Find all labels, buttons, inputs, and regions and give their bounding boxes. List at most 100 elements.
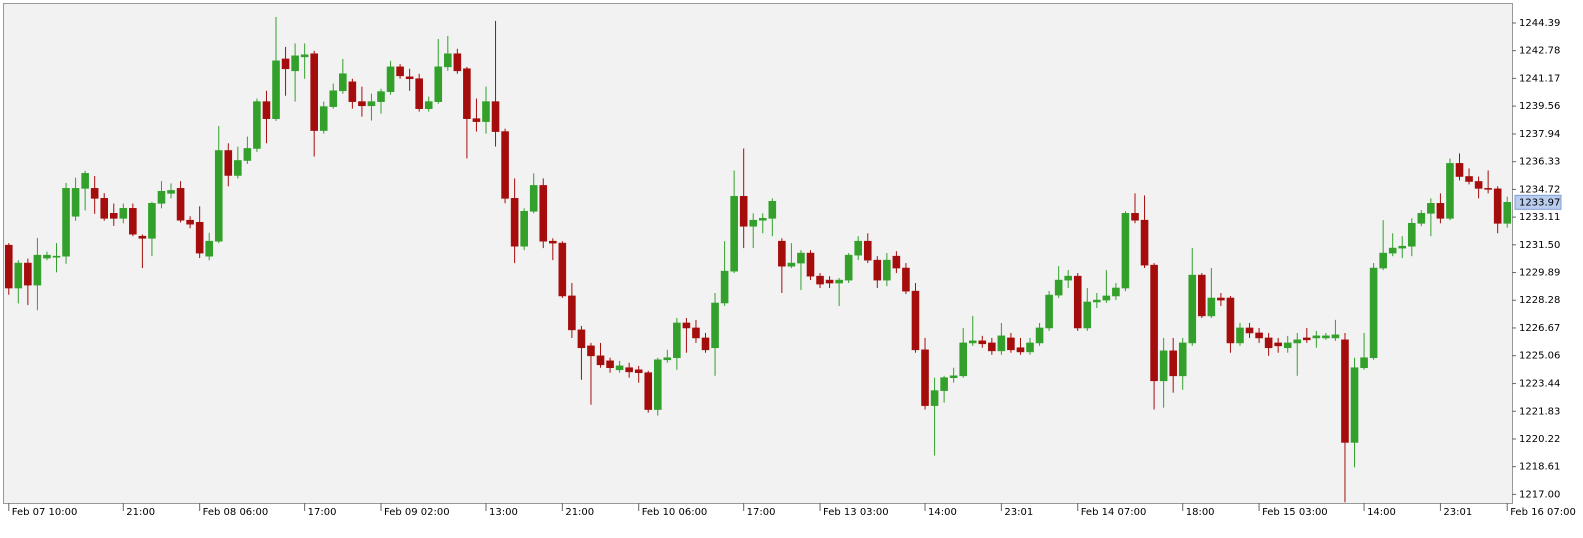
candle-body	[377, 91, 385, 102]
candle-body	[434, 66, 443, 102]
candle-body	[663, 357, 672, 361]
y-tick-label: 1242.78	[1519, 46, 1560, 57]
candle-body	[949, 375, 958, 378]
candle-body	[978, 340, 987, 345]
candle-body	[902, 267, 910, 292]
candle-body	[730, 195, 738, 272]
candle-body	[1436, 203, 1445, 219]
x-tick-label: Feb 16 07:00	[1510, 507, 1576, 518]
candle-body	[1054, 279, 1063, 296]
y-tick-label: 1221.83	[1519, 406, 1560, 417]
x-tick-label: 17:00	[747, 507, 776, 518]
candle-body	[634, 369, 643, 374]
candle-body	[682, 322, 691, 329]
candle-body	[959, 342, 968, 377]
candle-body	[71, 188, 80, 217]
y-tick-label: 1225.06	[1519, 351, 1560, 362]
candle-body	[396, 66, 404, 77]
candle-body	[501, 131, 509, 199]
candle-body	[825, 279, 834, 284]
candle-body	[1159, 350, 1168, 382]
candle-body	[157, 190, 166, 204]
candle-body	[463, 68, 471, 119]
candle-body	[1283, 342, 1292, 349]
candle-body	[167, 190, 175, 194]
candle-body	[281, 58, 290, 70]
x-tick-label: 17:00	[308, 507, 337, 518]
candle-body	[319, 106, 328, 131]
candle-body	[1465, 176, 1473, 182]
candle-body	[1474, 181, 1483, 189]
candle-body	[1178, 342, 1187, 377]
candle-body	[367, 101, 376, 107]
candle-body	[1417, 213, 1426, 224]
candle-body	[1312, 335, 1321, 339]
candle-body	[797, 252, 805, 264]
current-price-box	[1514, 194, 1562, 210]
plot-area	[3, 3, 1513, 504]
candle-body	[749, 219, 758, 227]
candle-body	[930, 390, 939, 406]
candle-body	[33, 254, 42, 286]
candle-body	[205, 240, 214, 257]
candle-body	[415, 78, 423, 109]
y-tick-label: 1237.94	[1519, 129, 1560, 140]
candle-body	[1360, 357, 1368, 369]
x-tick-label: Feb 08 06:00	[203, 507, 269, 518]
candle-body	[615, 365, 624, 371]
candle-body	[510, 198, 519, 247]
candle-body	[568, 295, 576, 331]
candle-body	[806, 252, 815, 277]
candle-body	[587, 345, 595, 357]
x-tick-label: Feb 14 07:00	[1081, 507, 1147, 518]
candle-body	[224, 150, 233, 176]
candle-body	[1350, 367, 1359, 443]
candle-body	[1016, 347, 1025, 353]
candle-body	[1112, 287, 1120, 297]
candle-body	[1131, 213, 1139, 221]
x-tick-label: Feb 10 06:00	[642, 507, 708, 518]
candle-body	[291, 55, 299, 72]
candle-body	[234, 160, 242, 176]
candle-body	[968, 340, 977, 344]
x-tick-label: 23:01	[1443, 507, 1472, 518]
x-tick-label: 14:00	[928, 507, 957, 518]
candle-body	[1140, 219, 1149, 266]
candle-body	[1207, 297, 1216, 317]
y-tick-label: 1226.67	[1519, 323, 1560, 334]
candle-body	[892, 255, 901, 269]
candle-body	[1093, 299, 1101, 303]
candle-body	[176, 188, 185, 221]
candle-body	[119, 208, 128, 219]
candle-body	[988, 342, 996, 352]
candle-body	[472, 118, 481, 122]
y-tick-label: 1236.33	[1519, 157, 1560, 168]
candle-body	[405, 76, 414, 80]
x-tick-label: 23:01	[1004, 507, 1033, 518]
y-tick-label: 1229.89	[1519, 268, 1560, 279]
candle-body	[653, 359, 662, 410]
candle-body	[100, 198, 109, 219]
candle-body	[1407, 223, 1416, 247]
candle-body	[109, 213, 118, 219]
candle-body	[348, 81, 357, 102]
candle-body	[863, 240, 872, 261]
candle-body	[768, 200, 777, 219]
candle-body	[14, 262, 23, 289]
x-tick-label: Feb 09 02:00	[384, 507, 450, 518]
candle-body	[739, 195, 748, 227]
candle-body	[997, 335, 1006, 352]
candle-body	[883, 259, 891, 281]
candle-body	[1379, 252, 1387, 269]
candle-body	[424, 101, 433, 109]
candle-body	[558, 242, 567, 297]
candle-body	[453, 53, 462, 72]
candle-body	[1398, 245, 1407, 249]
candle-body	[339, 73, 347, 92]
candle-body	[644, 372, 653, 410]
candle-body	[4, 244, 13, 289]
candle-body	[43, 254, 51, 259]
candle-body	[90, 188, 99, 199]
candle-body	[816, 275, 824, 285]
x-tick-label: 21:00	[126, 507, 155, 518]
